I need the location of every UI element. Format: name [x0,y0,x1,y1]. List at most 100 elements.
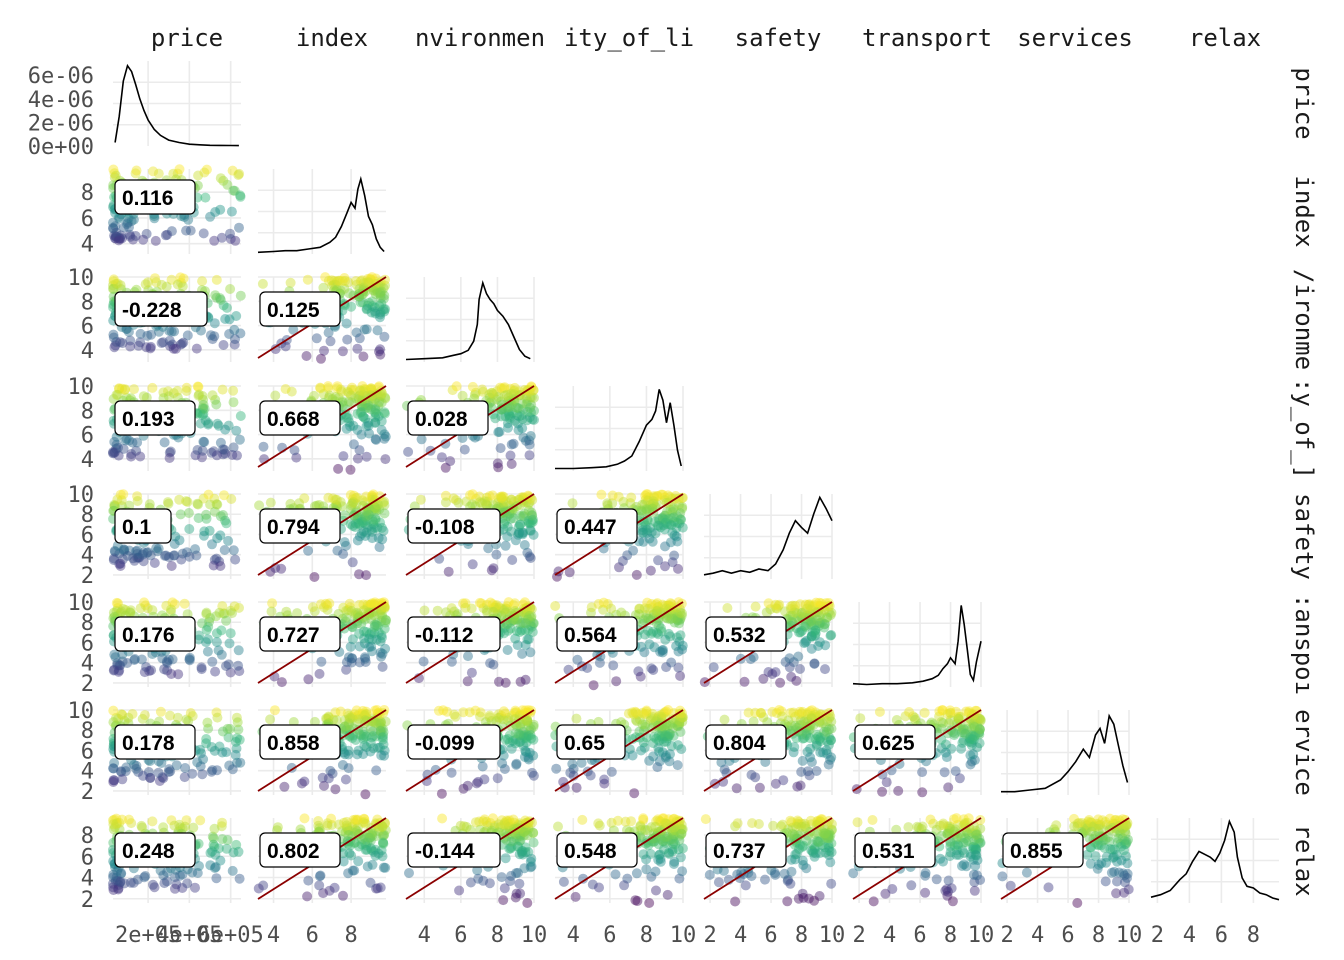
scatter-point [201,509,212,520]
correlation-label: 0.447 [556,508,638,544]
scatter-point [868,896,879,907]
scatter-point [315,383,326,394]
scatter-point [370,289,381,300]
scatter-point [366,524,377,535]
scatter-point [965,759,976,770]
scatter-point [378,838,389,849]
scatter-point [500,540,511,551]
scatter-point [596,489,607,500]
scatter-point [323,275,334,286]
scatter-point [881,777,892,788]
scatter-point [644,755,655,766]
scatter-point [474,597,485,608]
scatter-point [121,392,132,403]
x-tick-label: 2e+05 [115,923,181,948]
scatter-point [459,444,470,455]
scatter-point [191,550,202,561]
scatter-point [231,311,242,321]
scatter-point [124,500,135,511]
scatter-point [368,489,379,500]
scatter-point [148,879,158,890]
scatter-point [493,462,504,473]
scatter-point [500,607,511,618]
scatter-point [906,880,917,891]
scatter-point [218,449,228,460]
scatter-point [119,545,129,556]
scatter-point [353,518,364,529]
scatter-point [164,447,175,458]
scatter-point [166,561,177,571]
scatter-point [500,734,511,745]
scatter-point [825,857,836,868]
scatter-point [529,414,539,425]
scatter-point [345,490,356,500]
scatter-point [484,710,495,721]
scatter-point [343,387,354,398]
scatter-point [377,732,388,743]
scatter-point [331,276,342,287]
scatter-point [162,497,173,508]
scatter-point [368,285,379,296]
scatter-point [758,673,769,684]
y-tick-label: 8 [81,290,94,315]
scatter-point [341,423,352,434]
scatter-point [145,773,156,783]
scatter-point [567,498,578,509]
scatter-point [1100,816,1111,827]
correlation-box [407,400,489,436]
scatter-point [115,558,126,569]
scatter-point [322,818,333,829]
scatter-point [369,522,380,533]
scatter-point [375,391,386,402]
scatter-point [374,346,384,357]
scatter-point [356,429,367,440]
scatter-point [141,342,152,353]
scatter-point [110,546,121,557]
scatter-point [345,641,356,652]
scatter-point [436,452,447,463]
x-tick-label: 8 [640,923,653,948]
panel: -0.108 [403,489,539,579]
scatter-point [513,425,524,435]
scatter-point [108,885,119,895]
scatter-point [525,647,536,658]
scatter-point [372,287,383,298]
scatter-point [330,494,341,505]
y-tick-label: 6 [81,845,94,870]
scatter-point [132,545,143,556]
scatter-point [348,439,359,450]
scatter-point [346,397,357,408]
row-strip-label: /ironme [1290,269,1318,370]
scatter-point [126,451,136,462]
row-strip-label: :y_of_] [1290,378,1318,479]
scatter-point [503,597,514,608]
scatter-point [511,759,522,770]
scatter-point [296,778,307,789]
y-tick-label: 6 [81,739,94,764]
scatter-point [370,405,381,416]
correlation-label: -0.144 [407,832,501,868]
scatter-point [808,847,819,858]
scatter-point [209,863,220,873]
panel: 0.248 [108,813,245,903]
y-tick-label: 6 [81,424,94,449]
scatter-point [755,707,766,718]
scatter-point [219,490,229,501]
scatter-point [202,717,213,728]
scatter-point [128,234,138,245]
scatter-point [109,168,120,179]
scatter-point [110,233,121,244]
scatter-point [380,454,391,465]
y-tick-label: 2e-06 [28,111,94,136]
scatter-point [506,439,517,450]
scatter-point [115,337,126,348]
scatter-point [345,390,356,401]
scatter-point [135,328,146,339]
scatter-point [221,661,231,671]
scatter-point [228,545,239,556]
scatter-point [229,324,240,335]
scatter-point [330,392,341,402]
scatter-point [198,228,209,239]
correlation-label: 0.532 [705,616,787,652]
scatter-point [115,561,126,571]
